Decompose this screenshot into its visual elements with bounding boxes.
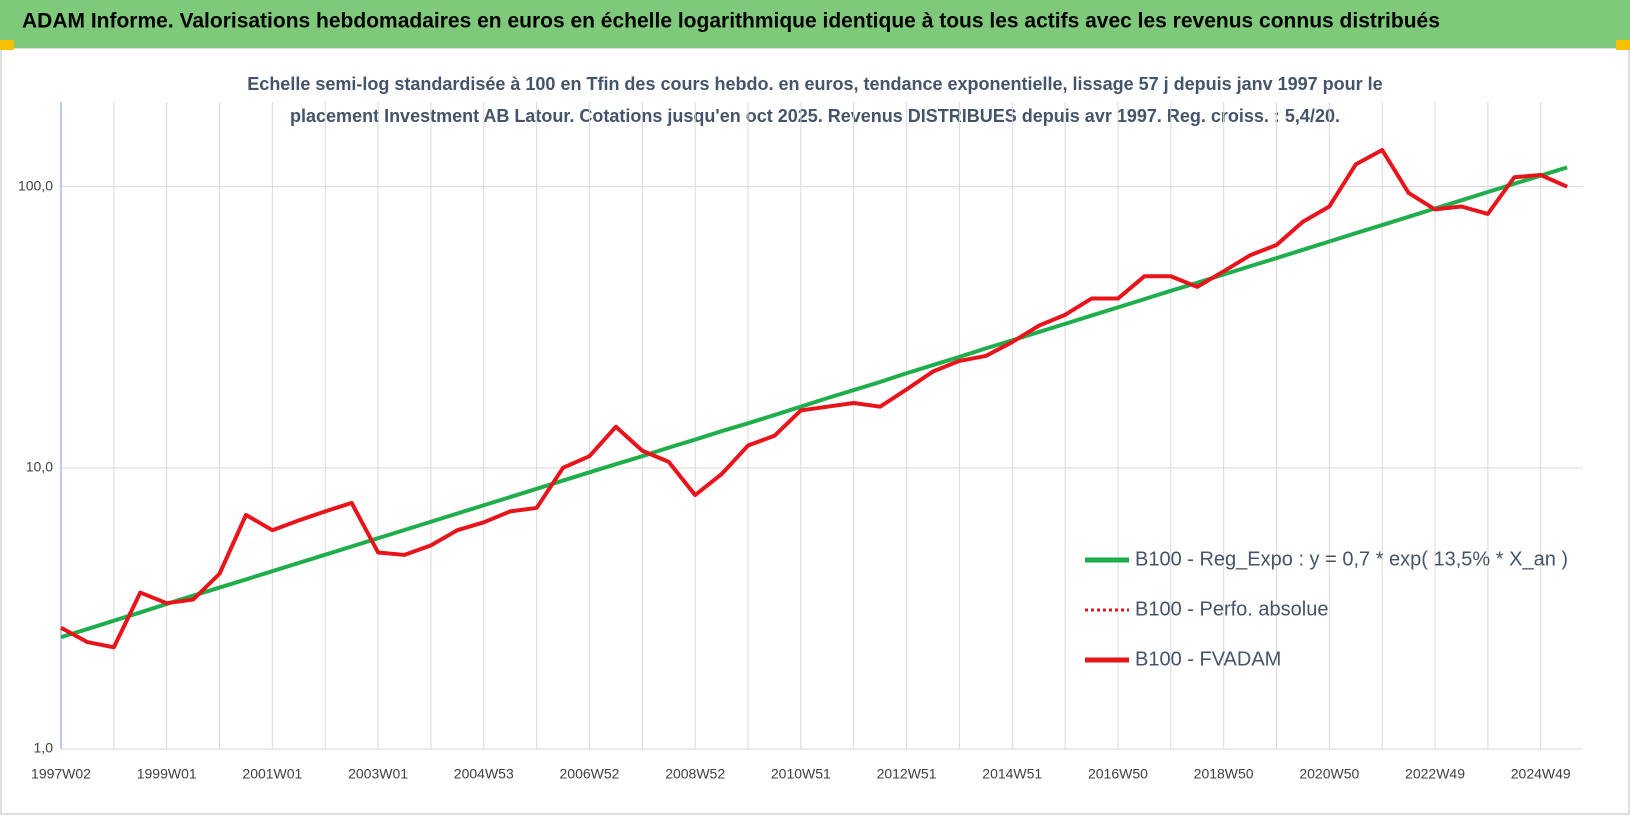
legend-label: B100 - Perfo. absolue <box>1135 598 1328 620</box>
x-tick-label: 2006W52 <box>560 766 620 782</box>
subtitle: Echelle semi-log standardisée à 100 en T… <box>247 74 1382 94</box>
y-tick-label: 1,0 <box>34 740 54 756</box>
x-tick-label: 2016W50 <box>1088 766 1148 782</box>
x-tick-label: 2022W49 <box>1405 766 1465 782</box>
x-tick-label: 2020W50 <box>1299 766 1359 782</box>
y-tick-label: 10,0 <box>26 459 53 475</box>
legend-label: B100 - Reg_Expo : y = 0,7 * exp( 13,5% *… <box>1135 548 1568 570</box>
x-tick-label: 2001W01 <box>242 766 302 782</box>
x-tick-label: 2024W49 <box>1511 766 1571 782</box>
header-bar <box>0 0 1630 48</box>
corner-mark <box>0 40 14 50</box>
x-tick-label: 2012W51 <box>877 766 937 782</box>
series-line <box>60 147 1568 650</box>
corner-mark <box>1616 40 1630 50</box>
header-title: ADAM Informe. Valorisations hebdomadaire… <box>22 10 1440 33</box>
x-tick-label: 2018W50 <box>1194 766 1254 782</box>
x-tick-label: 2008W52 <box>665 766 725 782</box>
x-tick-label: 2010W51 <box>771 766 831 782</box>
series-line <box>60 165 1568 640</box>
subtitle: placement Investment AB Latour. Cotation… <box>290 106 1340 126</box>
x-tick-label: 1999W01 <box>137 766 197 782</box>
x-tick-label: 2003W01 <box>348 766 408 782</box>
x-tick-label: 2014W51 <box>982 766 1042 782</box>
x-tick-label: 1997W02 <box>31 766 91 782</box>
y-tick-label: 100,0 <box>18 177 53 193</box>
x-tick-label: 2004W53 <box>454 766 514 782</box>
legend-label: B100 - FVADAM <box>1135 648 1281 670</box>
